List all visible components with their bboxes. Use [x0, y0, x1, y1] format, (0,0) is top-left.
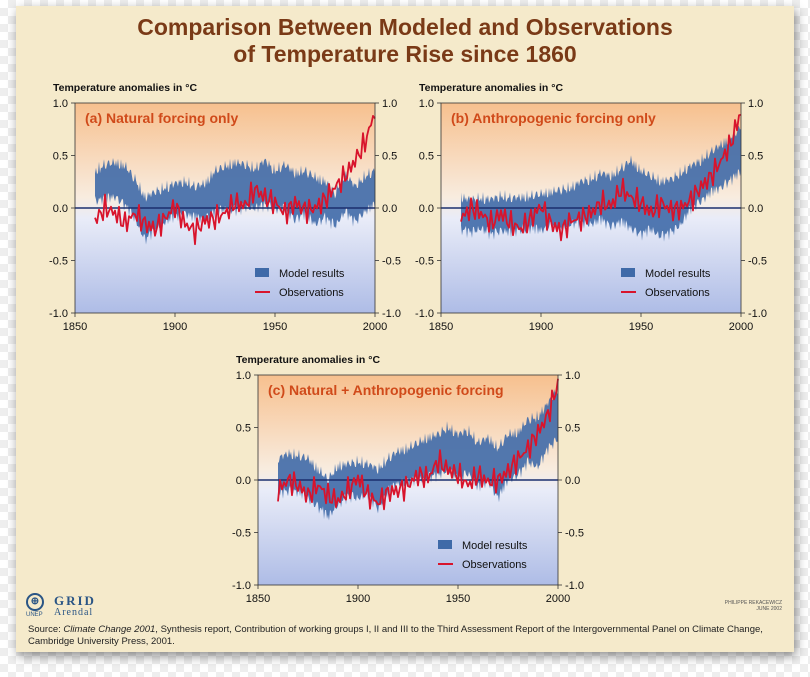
source-title: Climate Change 2001: [63, 624, 156, 635]
panel-c-y-tick-label-right: 1.0: [565, 370, 580, 382]
panel-c-y-tick-label-right: 0.5: [565, 423, 580, 435]
panel-a-panel-title: (a) Natural forcing only: [85, 110, 238, 126]
panel-c-y-tick-label-left: -0.5: [232, 528, 251, 540]
panel-b-y-tick-label-left: 1.0: [419, 98, 434, 110]
panel-a-legend-observations-label: Observations: [279, 287, 344, 299]
title-line-1: Comparison Between Modeled and Observati…: [137, 14, 673, 40]
panel-b-legend-model-label: Model results: [645, 268, 711, 280]
panel-b-y-tick-label-right: 0.0: [748, 203, 763, 215]
panel-b-x-tick-label: 1950: [629, 321, 653, 333]
panel-a-y-tick-label-left: -1.0: [49, 308, 68, 320]
panel-a-y-tick-label-right: -1.0: [382, 308, 401, 320]
panel-a-y-tick-label-left: 0.5: [53, 151, 68, 163]
panel-c-legend-model-label: Model results: [462, 540, 528, 552]
panel-a-x-tick-label: 1850: [63, 321, 87, 333]
credit-date: JUNE 2002: [756, 606, 782, 612]
panel-c-y-tick-label-left: 0.5: [236, 423, 251, 435]
panel-a-y-tick-label-right: 1.0: [382, 98, 397, 110]
panel-b-y-tick-label-left: -1.0: [415, 308, 434, 320]
panel-a-legend-model-swatch: [255, 268, 269, 277]
panel-c-y-tick-label-left: -1.0: [232, 580, 251, 592]
panel-b-y-tick-label-left: -0.5: [415, 256, 434, 268]
panel-a-y-tick-label-left: -0.5: [49, 256, 68, 268]
panel-a-y-tick-label-right: 0.0: [382, 203, 397, 215]
panel-b-legend-model-swatch: [621, 268, 635, 277]
panel-c-y-tick-label-right: 0.0: [565, 475, 580, 487]
panel-b-x-tick-label: 2000: [729, 321, 753, 333]
panel-a-y-tick-label-left: 1.0: [53, 98, 68, 110]
grid-logo: GRID: [54, 593, 96, 608]
panel-c-x-tick-label: 1950: [446, 593, 470, 605]
panel-c-x-tick-label: 2000: [546, 593, 570, 605]
panel-a-y-axis-label: Temperature anomalies in °C: [53, 82, 197, 94]
figure-title: Comparison Between Modeled and Observati…: [16, 14, 794, 68]
panel-a-y-tick-label-right: 0.5: [382, 151, 397, 163]
panel-a-observations-line: [94, 115, 376, 246]
panel-b-y-tick-label-right: 0.5: [748, 151, 763, 163]
panel-b-y-axis-label: Temperature anomalies in °C: [419, 82, 563, 94]
credit: PHILIPPE REKACEWICZ JUNE 2002: [725, 600, 782, 612]
source-note: Source: Climate Change 2001, Synthesis r…: [28, 624, 788, 648]
panel-b-y-tick-label-right: 1.0: [748, 98, 763, 110]
panel-c-y-axis-label: Temperature anomalies in °C: [236, 354, 380, 366]
panel-c-y-tick-label-right: -0.5: [565, 528, 584, 540]
panel-c-x-tick-label: 1850: [246, 593, 270, 605]
panel-b-y-tick-label-right: -1.0: [748, 308, 767, 320]
panel-a-legend-model-label: Model results: [279, 268, 345, 280]
panel-a-x-tick-label: 1950: [263, 321, 287, 333]
panel-b-y-tick-label-right: -0.5: [748, 256, 767, 268]
panel-b-x-tick-label: 1850: [429, 321, 453, 333]
panel-a-x-tick-label: 1900: [163, 321, 187, 333]
unep-label: UNEP: [26, 612, 43, 618]
panel-c-legend-model-swatch: [438, 540, 452, 549]
arendal-label: Arendal: [54, 607, 94, 618]
panel-b-y-tick-label-left: 0.5: [419, 151, 434, 163]
unep-logo-icon: ⊕: [26, 593, 44, 611]
panel-c-y-tick-label-right: -1.0: [565, 580, 584, 592]
panel-a-y-tick-label-right: -0.5: [382, 256, 401, 268]
source-rest: , Synthesis report, Contribution of work…: [28, 624, 763, 647]
panel-b-x-tick-label: 1900: [529, 321, 553, 333]
panel-b-observations-line: [460, 113, 742, 242]
panel-c-y-tick-label-left: 0.0: [236, 475, 251, 487]
panel-b-panel-title: (b) Anthropogenic forcing only: [451, 110, 656, 126]
panel-a-y-tick-label-left: 0.0: [53, 203, 68, 215]
title-line-2: of Temperature Rise since 1860: [233, 41, 577, 67]
panel-b-y-tick-label-left: 0.0: [419, 203, 434, 215]
panel-c-y-tick-label-left: 1.0: [236, 370, 251, 382]
panel-a-x-tick-label: 2000: [363, 321, 387, 333]
panel-c-panel-title: (c) Natural + Anthropogenic forcing: [268, 382, 504, 398]
source-prefix: Source:: [28, 624, 64, 635]
credit-author: PHILIPPE REKACEWICZ: [724, 600, 782, 606]
panel-c-x-tick-label: 1900: [346, 593, 370, 605]
panel-c-legend-observations-label: Observations: [462, 559, 527, 571]
panel-c-observations-line: [277, 378, 559, 511]
panel-b-legend-observations-label: Observations: [645, 287, 710, 299]
panel-c-model-results-band: [278, 389, 558, 521]
